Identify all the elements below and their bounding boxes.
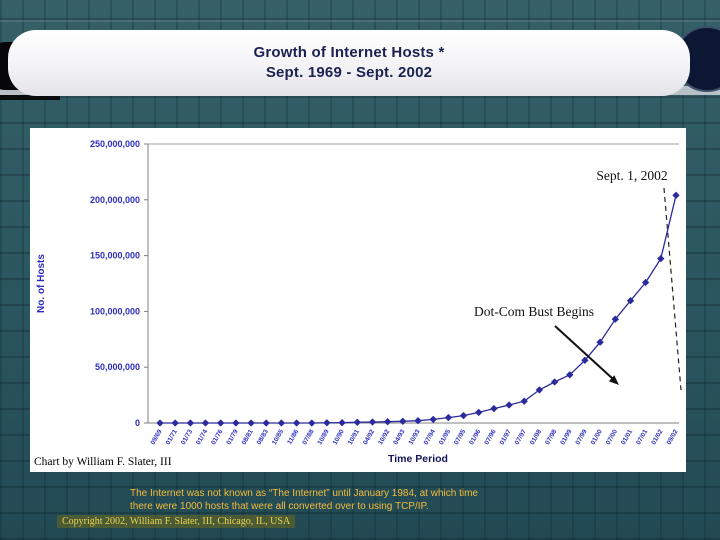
- svg-text:01/97: 01/97: [499, 428, 513, 446]
- svg-text:11/86: 11/86: [286, 428, 300, 446]
- svg-text:01/79: 01/79: [225, 428, 239, 446]
- svg-text:150,000,000: 150,000,000: [90, 251, 140, 261]
- svg-text:01/01: 01/01: [620, 428, 634, 446]
- annotation-sept-2002: Sept. 1, 2002: [596, 168, 668, 183]
- svg-text:10/93: 10/93: [408, 428, 422, 446]
- svg-text:10/91: 10/91: [347, 428, 361, 446]
- svg-text:50,000,000: 50,000,000: [95, 362, 140, 372]
- svg-text:07/97: 07/97: [514, 428, 528, 446]
- svg-text:07/95: 07/95: [453, 428, 467, 446]
- svg-text:04/92: 04/92: [362, 428, 376, 446]
- svg-text:01/99: 01/99: [559, 428, 573, 446]
- svg-text:10/92: 10/92: [377, 428, 391, 446]
- svg-text:07/00: 07/00: [605, 428, 619, 446]
- title-banner: Growth of Internet Hosts * Sept. 1969 - …: [8, 30, 690, 96]
- svg-text:01/96: 01/96: [468, 428, 482, 446]
- svg-text:01/02: 01/02: [650, 428, 664, 446]
- chart-card: 0 50,000,000 100,000,000 150,000,000 200,000…: [30, 128, 686, 472]
- svg-text:07/94: 07/94: [423, 428, 437, 446]
- svg-text:01/95: 01/95: [438, 428, 452, 446]
- copyright-text: Copyright 2002, William F. Slater, III, …: [57, 515, 296, 528]
- svg-text:No. of Hosts: No. of Hosts: [36, 254, 47, 313]
- svg-text:100,000,000: 100,000,000: [90, 306, 140, 316]
- svg-text:10/90: 10/90: [332, 428, 346, 446]
- svg-text:Time Period: Time Period: [388, 453, 448, 465]
- svg-text:200,000,000: 200,000,000: [90, 195, 140, 205]
- svg-text:07/98: 07/98: [544, 428, 558, 446]
- svg-text:10/89: 10/89: [316, 428, 330, 446]
- svg-text:09/69: 09/69: [150, 428, 164, 446]
- svg-text:08/83: 08/83: [256, 428, 270, 446]
- svg-text:01/00: 01/00: [590, 428, 604, 446]
- svg-text:0: 0: [135, 418, 140, 428]
- chart-credit: Chart by William F. Slater, III: [34, 456, 172, 468]
- svg-text:07/96: 07/96: [483, 428, 497, 446]
- hosts-growth-chart: 0 50,000,000 100,000,000 150,000,000 200,000…: [36, 139, 682, 465]
- svg-text:01/71: 01/71: [165, 428, 179, 446]
- svg-text:07/01: 07/01: [635, 428, 649, 446]
- black-substripe: [0, 95, 60, 100]
- slide-title-line1: Growth of Internet Hosts *: [253, 44, 445, 61]
- svg-text:04/93: 04/93: [392, 428, 406, 446]
- note-text-line2: there were 1000 hosts that were all conv…: [130, 501, 429, 512]
- annotation-dotcom-bust: Dot-Com Bust Begins: [473, 304, 594, 319]
- svg-text:07/99: 07/99: [574, 428, 588, 446]
- slide-title-line2: Sept. 1969 - Sept. 2002: [265, 64, 433, 81]
- svg-text:09/02: 09/02: [666, 428, 680, 446]
- note-text-line1: The Internet was not known as “The Inter…: [130, 488, 478, 499]
- svg-text:08/81: 08/81: [241, 428, 255, 446]
- background-highlight-line: [0, 20, 720, 22]
- svg-text:10/85: 10/85: [271, 428, 285, 446]
- svg-text:01/73: 01/73: [180, 428, 194, 446]
- svg-text:07/88: 07/88: [301, 428, 315, 446]
- svg-text:01/98: 01/98: [529, 428, 543, 446]
- svg-text:01/74: 01/74: [195, 428, 209, 446]
- svg-text:250,000,000: 250,000,000: [90, 139, 140, 149]
- svg-text:01/76: 01/76: [210, 428, 224, 446]
